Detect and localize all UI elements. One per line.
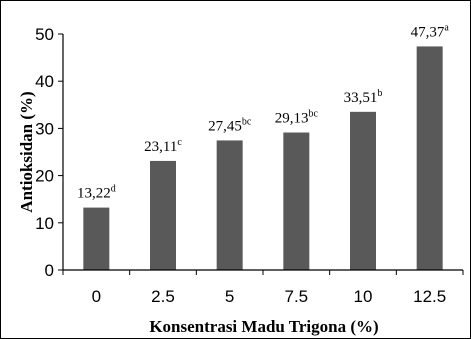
y-tick-label: 50 xyxy=(35,25,54,44)
y-tick-label: 0 xyxy=(45,261,54,280)
bar-data-label: 23,11c xyxy=(144,137,182,155)
bar xyxy=(416,46,443,270)
bar-data-label: 33,51b xyxy=(344,88,383,106)
y-tick-label: 40 xyxy=(35,72,54,91)
bar-data-label: 27,45bc xyxy=(208,116,252,134)
bar xyxy=(350,111,376,271)
bar-data-label: 29,13bc xyxy=(275,109,319,127)
bar xyxy=(216,140,243,270)
bar xyxy=(283,132,310,270)
x-tick-label: 7.5 xyxy=(285,287,309,306)
x-tick-label: 0 xyxy=(92,287,101,306)
bars xyxy=(83,46,443,271)
bar xyxy=(150,160,176,270)
x-axis-title: Konsentrasi Madu Trigona (%) xyxy=(149,317,378,336)
bar xyxy=(83,207,110,270)
y-axis-title: Antioksidan (%) xyxy=(17,91,36,212)
x-tick-label: 12.5 xyxy=(413,287,446,306)
x-axis: 0 2.5 5 7.5 10 12.5 xyxy=(62,270,464,306)
y-tick-label: 30 xyxy=(35,119,54,138)
bar-data-label: 47,37a xyxy=(411,22,450,40)
y-axis: 0 10 20 30 40 50 xyxy=(35,25,63,280)
x-tick-label: 2.5 xyxy=(151,287,175,306)
data-labels: 13,22d 23,11c 27,45bc 29,13bc 33,51b 47,37a xyxy=(77,22,449,201)
y-tick-label: 20 xyxy=(35,167,54,186)
x-tick-label: 5 xyxy=(225,287,234,306)
bar-data-label: 13,22d xyxy=(77,184,116,202)
y-tick-label: 10 xyxy=(35,214,54,233)
x-tick-label: 10 xyxy=(354,287,373,306)
